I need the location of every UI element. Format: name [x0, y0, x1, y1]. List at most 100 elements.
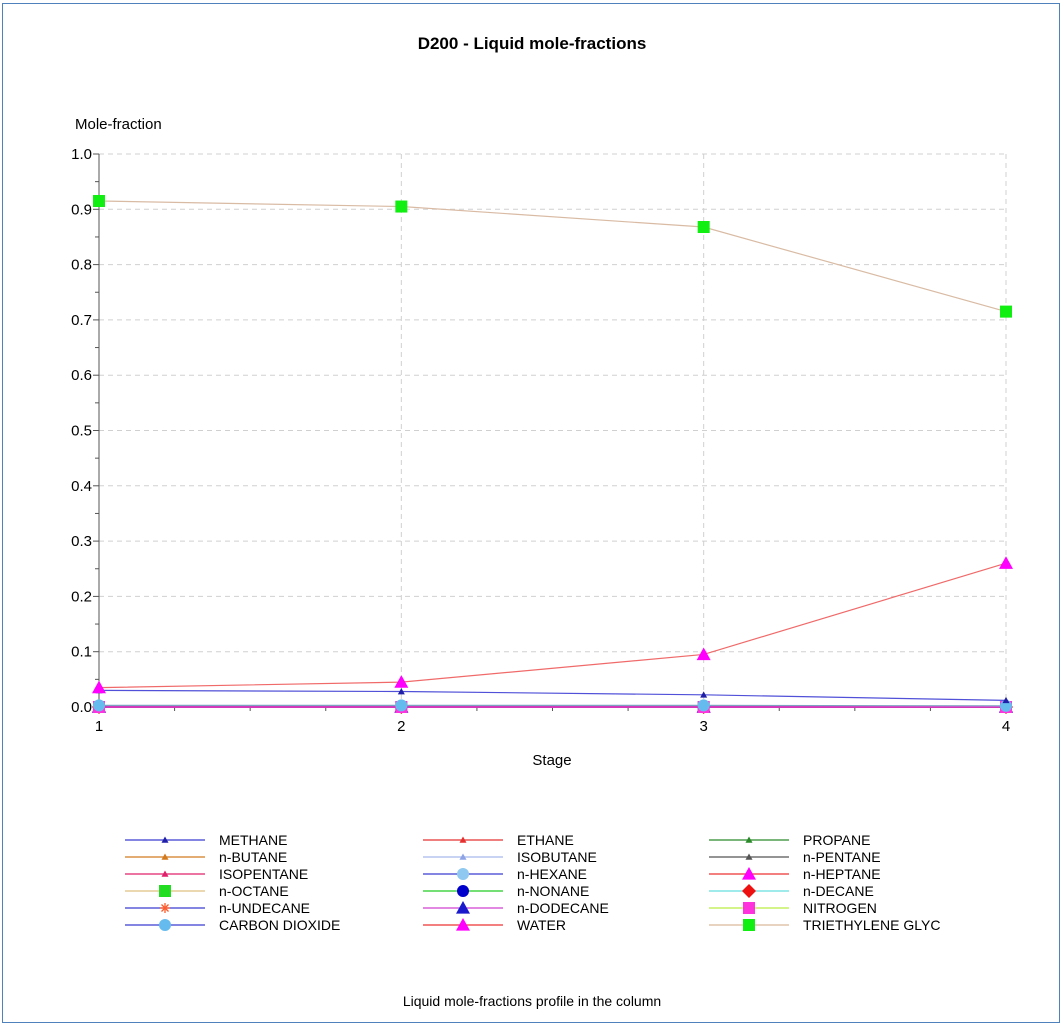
- point-methane: [700, 691, 708, 698]
- y-tick-label: 1.0: [71, 146, 92, 163]
- legend-swatch: [423, 885, 503, 897]
- legend-marker: [745, 836, 753, 843]
- x-tick-label: 4: [1002, 718, 1010, 735]
- x-axis-label: Stage: [532, 752, 572, 769]
- y-tick-label: 0.1: [71, 644, 92, 661]
- series-line-triethylene-glyc: [98, 200, 1007, 313]
- legend-marker: [743, 919, 755, 931]
- legend-label: n-DODECANE: [517, 900, 609, 916]
- y-tick-label: 0.7: [71, 312, 92, 329]
- legend-item-isobutane: ISOBUTANE: [423, 847, 713, 867]
- legend-swatch: [125, 885, 205, 897]
- point-triethylene-glyc: [395, 200, 408, 213]
- y-tick-label: 0.5: [71, 423, 92, 440]
- legend-swatch: [423, 853, 503, 860]
- point-water: [394, 675, 409, 688]
- grid-lines: [99, 153, 1007, 707]
- legend-item-water: WATER: [423, 915, 713, 935]
- legend-label: n-PENTANE: [803, 849, 881, 865]
- legend-label: TRIETHYLENE GLYC: [803, 917, 941, 933]
- chart-frame: [2, 3, 1060, 1023]
- legend-swatch: [125, 853, 205, 860]
- legend-marker: [456, 901, 470, 914]
- legend-swatch: [709, 853, 789, 860]
- legend-item-nitrogen: NITROGEN: [709, 898, 999, 918]
- legend-label: WATER: [517, 917, 566, 933]
- legend-label: CARBON DIOXIDE: [219, 917, 341, 933]
- point-water: [999, 556, 1013, 569]
- legend-item-n-octane: n-OCTANE: [125, 881, 415, 901]
- legend-label: NITROGEN: [803, 900, 877, 916]
- legend-item-n-dodecane: n-DODECANE: [423, 898, 713, 918]
- legend-item-triethylene-glyc: TRIETHYLENE GLYC: [709, 915, 999, 935]
- y-tick-label: 0.8: [71, 257, 92, 274]
- legend-item-carbon-dioxide: CARBON DIOXIDE: [125, 915, 415, 935]
- legend-marker: [459, 836, 467, 843]
- point-triethylene-glyc: [1000, 305, 1012, 318]
- legend-label: n-HEPTANE: [803, 866, 881, 882]
- series-methane: [95, 686, 1010, 704]
- series-triethylene-glyc: [93, 195, 1012, 318]
- legend-marker: [457, 885, 469, 897]
- legend-item-n-undecane: n-UNDECANE: [125, 898, 415, 918]
- y-axis-label: Mole-fraction: [75, 116, 162, 133]
- legend-marker: [160, 903, 170, 913]
- x-tick-label: 3: [699, 718, 707, 735]
- legend-item-methane: METHANE: [125, 830, 415, 850]
- legend-label: n-OCTANE: [219, 883, 289, 899]
- legend-item-n-hexane: n-HEXANE: [423, 864, 713, 884]
- legend-label: n-HEXANE: [517, 866, 588, 882]
- y-tick-label: 0.4: [71, 478, 92, 495]
- point-methane: [397, 688, 405, 695]
- series-line-carbon-dioxide: [99, 704, 1007, 707]
- legend-label: ISOPENTANE: [219, 866, 309, 882]
- chart-caption: Liquid mole-fractions profile in the col…: [402, 993, 662, 1009]
- point-methane: [1002, 696, 1010, 704]
- series-layer: [92, 195, 1013, 714]
- point-carbon-dioxide: [93, 699, 105, 712]
- legend-item-ethane: ETHANE: [423, 830, 713, 850]
- legend-swatch: [125, 903, 205, 913]
- legend-item-n-nonane: n-NONANE: [423, 881, 713, 901]
- legend-marker: [161, 853, 169, 860]
- series-nitrogen: [93, 701, 1012, 713]
- point-carbon-dioxide: [395, 699, 408, 712]
- legend-marker: [745, 853, 753, 860]
- x-tick-label: 1: [95, 718, 103, 735]
- series-line-methane: [98, 689, 1007, 701]
- y-tick-label: 0.0: [71, 699, 92, 716]
- legend-marker: [457, 868, 469, 880]
- y-tick-label: 0.3: [71, 533, 92, 550]
- legend-marker: [743, 902, 755, 914]
- legend-swatch: [423, 918, 503, 931]
- legend-label: ISOBUTANE: [517, 849, 597, 865]
- legend-label: n-DECANE: [803, 883, 874, 899]
- legend-label: METHANE: [219, 832, 288, 848]
- legend-label: ETHANE: [517, 832, 574, 848]
- legend-label: n-BUTANE: [219, 849, 288, 865]
- legend-marker: [742, 867, 756, 880]
- legend-swatch: [709, 884, 789, 898]
- legend-item-n-heptane: n-HEPTANE: [709, 864, 999, 884]
- legend-swatch: [709, 919, 789, 931]
- legend-item-propane: PROPANE: [709, 830, 999, 850]
- point-triethylene-glyc: [697, 220, 710, 233]
- legend-swatch: [423, 836, 503, 843]
- point-water: [696, 647, 711, 661]
- legend-label: PROPANE: [803, 832, 871, 848]
- chart-title: D200 - Liquid mole-fractions: [417, 34, 647, 53]
- legend-label: n-UNDECANE: [219, 900, 311, 916]
- series-line-water: [98, 562, 1007, 689]
- legend-marker: [161, 870, 169, 877]
- legend-marker: [456, 918, 470, 931]
- legend-swatch: [709, 867, 789, 880]
- legend-item-n-pentane: n-PENTANE: [709, 847, 999, 867]
- legend-swatch: [125, 919, 205, 931]
- legend-item-isopentane: ISOPENTANE: [125, 864, 415, 884]
- legend-swatch: [709, 902, 789, 914]
- legend-item-n-decane: n-DECANE: [709, 881, 999, 901]
- legend-marker: [159, 919, 171, 931]
- legend-marker: [742, 884, 756, 898]
- series-water: [92, 556, 1013, 694]
